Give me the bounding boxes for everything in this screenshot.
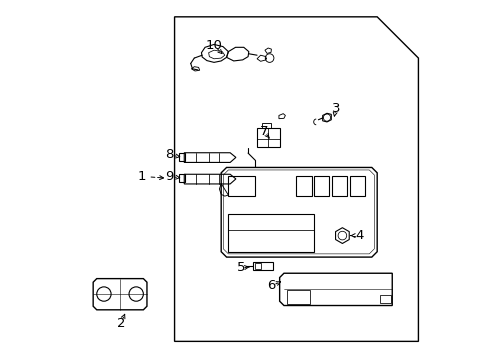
Text: 7: 7: [260, 125, 268, 138]
Bar: [254, 263, 261, 269]
Text: 9: 9: [164, 170, 173, 183]
Bar: [314, 176, 329, 196]
Bar: [379, 295, 390, 303]
Bar: [228, 214, 314, 252]
Bar: [178, 174, 184, 182]
Text: 8: 8: [164, 148, 173, 161]
Bar: [178, 153, 184, 161]
Bar: [296, 176, 311, 196]
Bar: [256, 129, 280, 147]
Text: 1: 1: [138, 170, 146, 183]
Bar: [286, 290, 309, 304]
Bar: [332, 176, 346, 196]
Text: 6: 6: [266, 279, 275, 292]
Text: 10: 10: [205, 39, 222, 52]
Bar: [349, 176, 365, 196]
Text: 3: 3: [331, 102, 340, 115]
Bar: [261, 123, 270, 129]
Text: 2: 2: [116, 317, 125, 330]
Bar: [228, 176, 255, 196]
Text: 4: 4: [354, 229, 363, 242]
Bar: [253, 262, 273, 270]
Text: 5: 5: [236, 261, 244, 274]
